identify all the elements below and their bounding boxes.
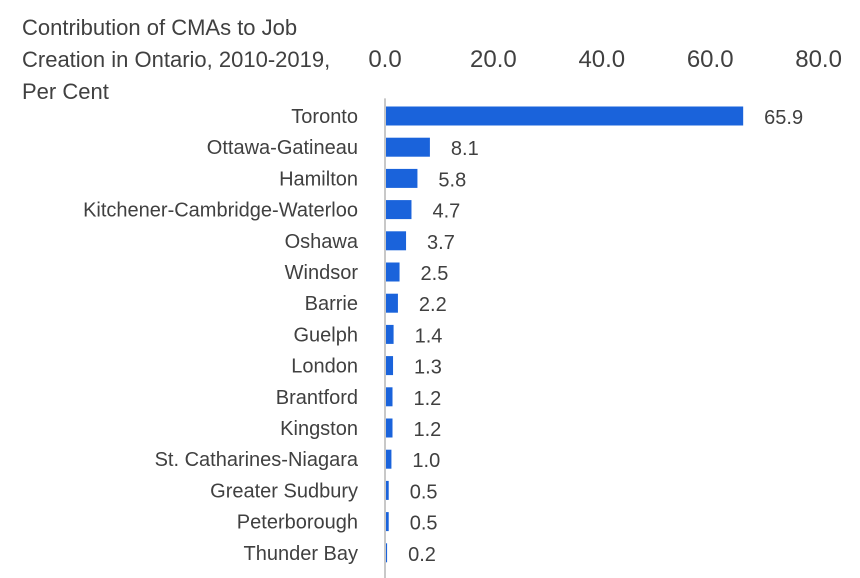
data-label: 1.0	[412, 450, 440, 472]
data-label: 1.3	[414, 357, 442, 379]
data-label: 0.5	[410, 513, 438, 535]
data-label: 65.9	[764, 107, 803, 129]
bar	[386, 543, 388, 563]
bar	[386, 137, 430, 157]
bar	[386, 356, 394, 376]
bar	[386, 512, 389, 532]
category-label: Guelph	[294, 324, 359, 346]
data-label: 0.5	[410, 481, 438, 503]
bar	[386, 387, 393, 407]
chart-title: Contribution of CMAs to Job Creation in …	[22, 15, 331, 104]
category-label: Ottawa-Gatineau	[207, 137, 358, 159]
data-label: 1.2	[414, 419, 442, 441]
x-tick-label: 20.0	[470, 46, 517, 73]
data-label: 0.2	[408, 544, 436, 566]
bar	[386, 231, 407, 251]
bar	[386, 324, 394, 344]
bar	[386, 418, 393, 438]
bar	[386, 168, 418, 188]
bar	[386, 106, 744, 126]
data-label: 1.2	[414, 388, 442, 410]
data-label: 1.4	[415, 325, 443, 347]
category-label: St. Catharines-Niagara	[155, 449, 359, 471]
x-tick-label: 0.0	[368, 46, 401, 73]
category-label: Brantford	[276, 387, 358, 409]
category-label: Oshawa	[285, 231, 359, 253]
data-label: 3.7	[427, 232, 455, 254]
bar	[386, 262, 400, 282]
data-label: 5.8	[438, 169, 466, 191]
data-label: 2.2	[419, 294, 447, 316]
data-label: 2.5	[421, 263, 449, 285]
x-tick-label: 40.0	[578, 46, 625, 73]
category-label: London	[291, 356, 358, 378]
bar	[386, 293, 398, 313]
category-label: Hamilton	[279, 168, 358, 190]
data-label: 8.1	[451, 138, 479, 160]
category-label: Barrie	[305, 293, 358, 315]
x-tick-label: 60.0	[687, 46, 734, 73]
category-label: Thunder Bay	[243, 543, 358, 565]
category-label: Windsor	[285, 262, 359, 284]
x-tick-label: 80.0	[795, 46, 842, 73]
data-label: 4.7	[432, 201, 460, 223]
category-label: Greater Sudbury	[210, 480, 358, 502]
bar	[386, 480, 389, 500]
bar	[386, 200, 412, 220]
bar	[386, 449, 392, 469]
category-label: Kingston	[280, 418, 358, 440]
category-label: Kitchener-Cambridge-Waterloo	[83, 200, 358, 222]
category-label: Toronto	[291, 106, 358, 128]
category-label: Peterborough	[237, 512, 358, 534]
